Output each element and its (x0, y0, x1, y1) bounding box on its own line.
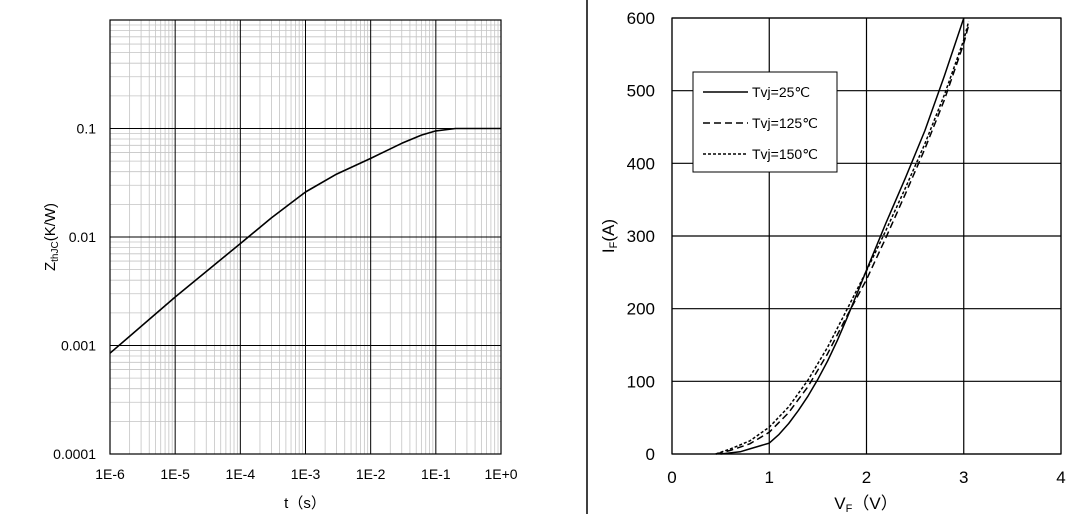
right-x-tick-label: 4 (1056, 468, 1065, 487)
right-y-tick-label: 300 (627, 227, 655, 246)
legend-entry-label: Tvj=25℃ (752, 84, 810, 100)
legend-box (692, 71, 838, 173)
left-x-tick-label: 1E+0 (484, 466, 517, 482)
left-y-tick-label: 0.01 (69, 229, 96, 245)
right-x-tick-label: 3 (959, 468, 968, 487)
left-x-axis-label: t（s） (284, 495, 326, 512)
right-series-group (715, 17, 970, 455)
legend-entry-label: Tvj=125℃ (752, 115, 818, 131)
left-x-tick-label: 1E-3 (291, 466, 321, 482)
right-y-tick-label: 500 (627, 82, 655, 101)
left-y-tick-label: 0.1 (77, 121, 97, 137)
right-y-tick-label: 400 (627, 154, 655, 173)
left-x-tick-label: 1E-6 (95, 466, 125, 482)
forward-series-line (715, 25, 970, 455)
right-x-tick-label: 1 (765, 468, 774, 487)
left-y-tick-label: 0.0001 (53, 446, 96, 462)
forward-series-line (720, 17, 965, 455)
left-plot-frame (109, 19, 502, 455)
left-y-axis-label: ZthJC(K/W) (42, 203, 61, 271)
right-y-tick-label: 600 (627, 9, 655, 28)
thermal-impedance-chart: 1E-6 1E-5 1E-4 1E-3 1E-2 1E-1 1E+0 0.0001 0.001 0… (42, 19, 518, 512)
legend: Tvj=25℃ Tvj=125℃ Tvj=150℃ (692, 71, 838, 173)
left-x-tick-label: 1E-1 (421, 466, 451, 482)
zthjc-series-line (109, 127, 501, 354)
right-y-tick-label: 100 (627, 372, 655, 391)
left-y-tick-label: 0.001 (61, 338, 96, 354)
right-x-tick-label: 2 (862, 468, 871, 487)
right-y-axis-label: IF(A) (599, 219, 620, 253)
left-x-tick-label: 1E-2 (356, 466, 386, 482)
legend-entry-label: Tvj=150℃ (752, 146, 818, 162)
right-y-tick-label: 0 (646, 445, 655, 464)
forward-characteristic-chart: 0 1 2 3 4 0 100 200 300 400 500 600 Tvj=25℃ Tvj=125℃… (599, 9, 1066, 515)
left-series-group (109, 127, 501, 354)
right-y-tick-label: 200 (627, 300, 655, 319)
left-x-tick-label: 1E-5 (160, 466, 190, 482)
left-tick-labels: 1E-6 1E-5 1E-4 1E-3 1E-2 1E-1 1E+0 0.0001 0.001 0… (53, 121, 518, 483)
right-tick-labels: 0 1 2 3 4 0 100 200 300 400 500 600 (627, 9, 1066, 487)
left-x-tick-label: 1E-4 (226, 466, 256, 482)
right-plot-frame (671, 17, 1062, 455)
left-grid (109, 19, 502, 455)
forward-series-line (715, 21, 970, 455)
right-x-tick-label: 0 (667, 468, 676, 487)
right-x-axis-label: VF（V） (834, 494, 897, 514)
